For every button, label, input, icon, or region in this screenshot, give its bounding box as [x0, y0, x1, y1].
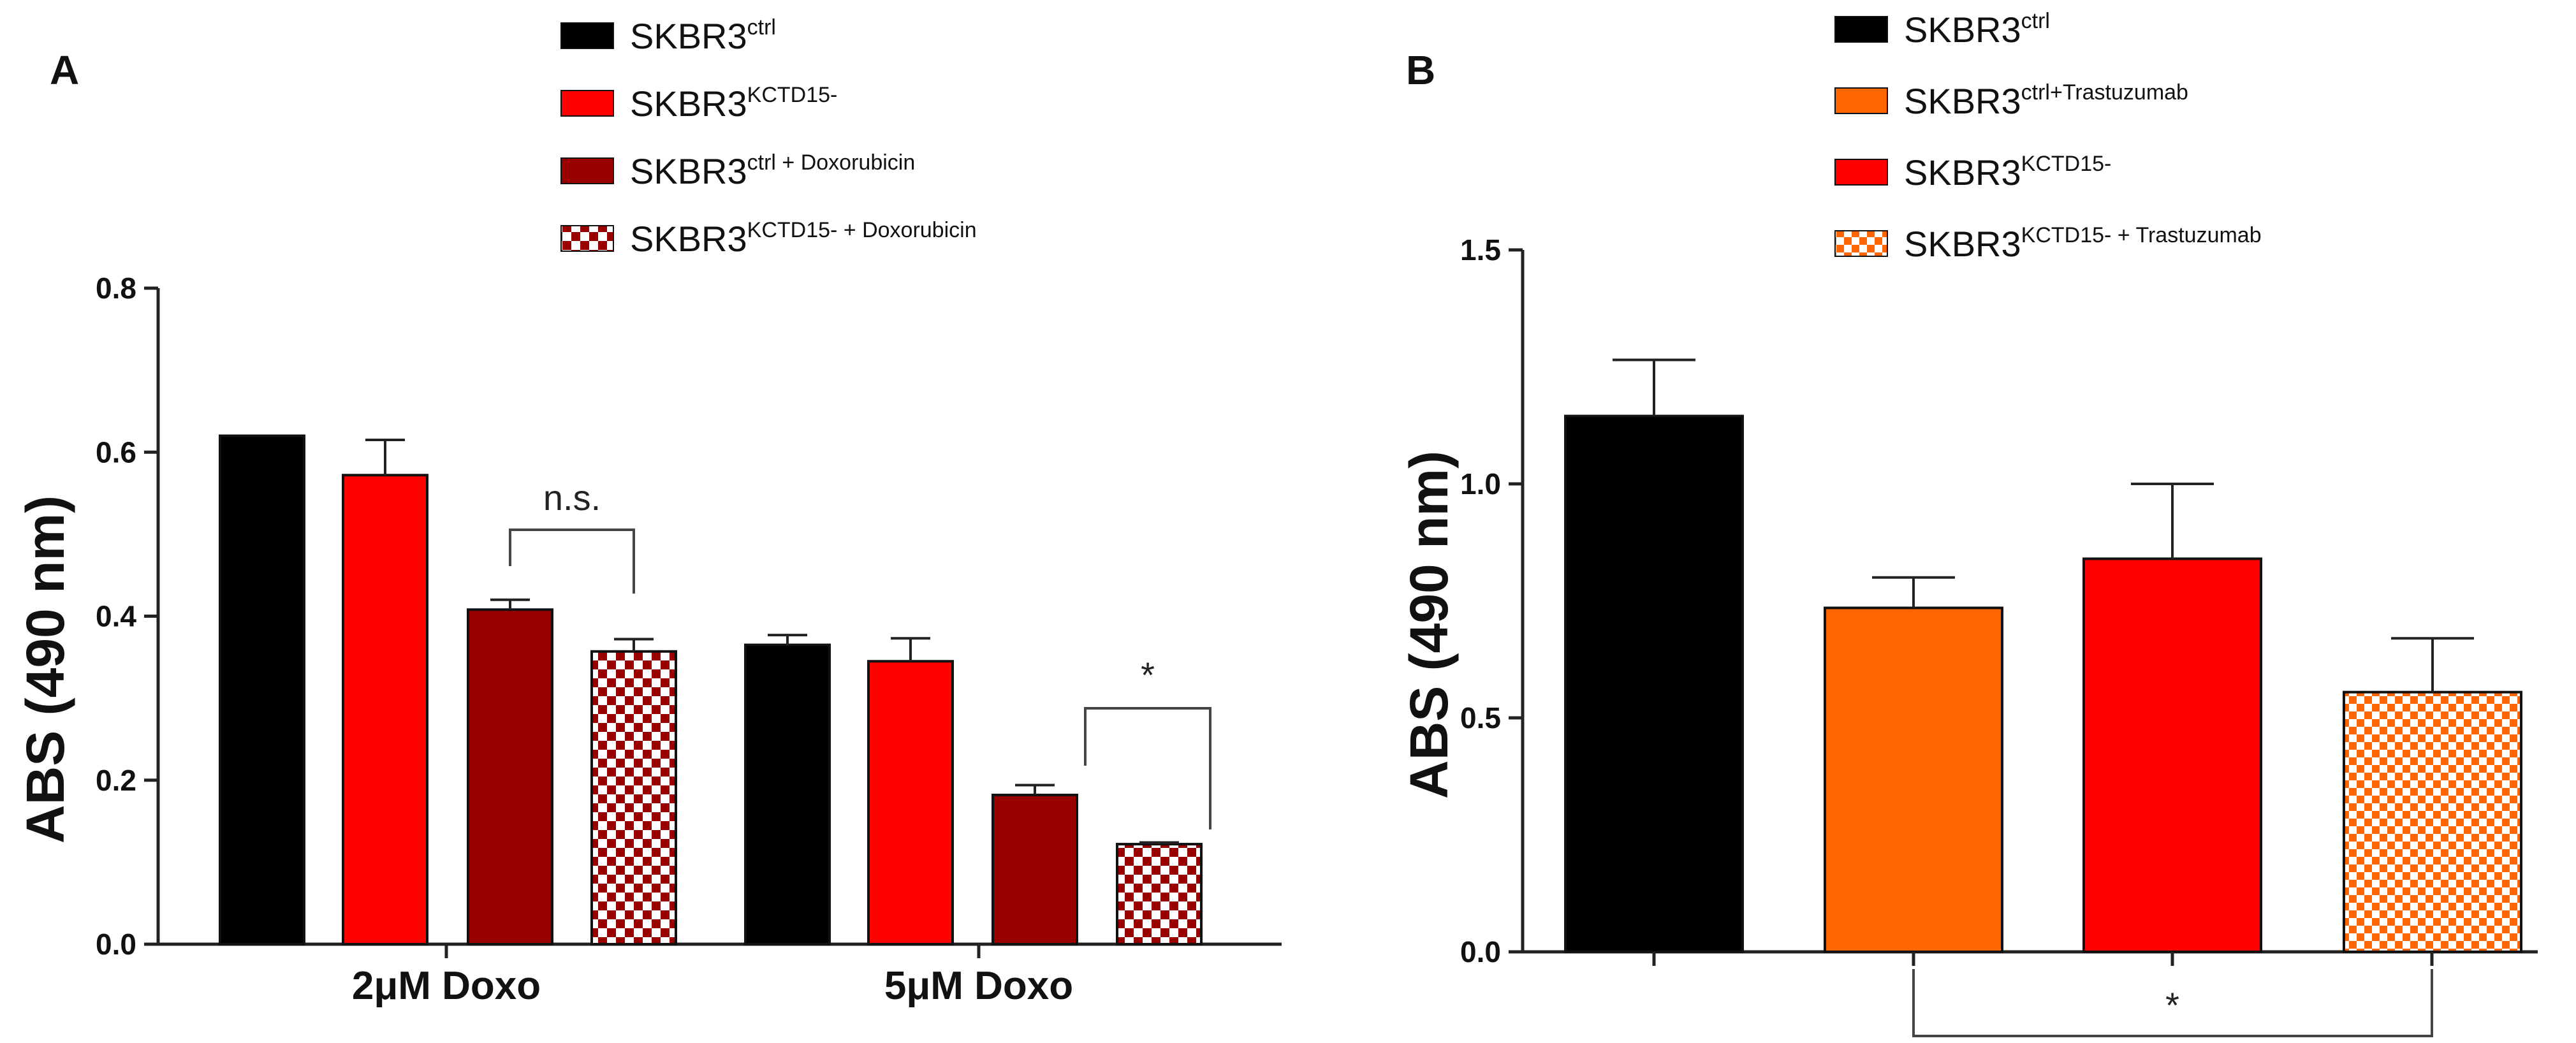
legend-entry-name: SKBR3: [630, 84, 747, 124]
panel-b-label: B: [1406, 47, 1435, 93]
legend-entry-2: SKBR3ctrl + Doxorubicin: [630, 150, 915, 191]
error-bar-0-1: [768, 634, 807, 645]
legend-entry-name: SKBR3: [1904, 10, 2021, 50]
panel-b: B SKBR3ctrlSKBR3ctrl+TrastuzumabSKBR3KCT…: [1399, 9, 2538, 1037]
legend-entry-name: SKBR3: [630, 16, 747, 56]
y-tick-label: 0.8: [96, 272, 136, 305]
panel-a-label: A: [50, 47, 79, 93]
panel-a-plot: 0.0 0.2 0.4 0.6 0.8 2μM Doxo 5μM Doxo n.s. *: [96, 272, 1282, 1008]
error-bar-2-0: [2131, 483, 2214, 559]
y-tick-label: 1.5: [1460, 233, 1501, 266]
panel-b-plot: 0.0 0.5 1.0 1.5 *: [1460, 233, 2538, 1037]
bar-3-0: [2343, 690, 2522, 953]
legend-swatch-3: [560, 225, 614, 252]
annotation-ns-label: n.s.: [543, 478, 601, 518]
legend-entry-sup: KCTD15-: [2021, 152, 2112, 176]
panel-a-y-axis-label: ABS (490 nm): [15, 495, 75, 843]
legend-entry-3: SKBR3KCTD15- + Doxorubicin: [630, 218, 977, 259]
error-bar-0-0: [1613, 358, 1695, 416]
annotation-star-a-bracket: [1084, 707, 1211, 829]
error-bar-2-0: [490, 598, 530, 610]
error-bar-3-1: [1139, 841, 1179, 845]
legend-entry-3: SKBR3KCTD15- + Trastuzumab: [1904, 223, 2262, 264]
legend-swatch-2: [560, 157, 614, 184]
bar-1-0: [342, 474, 428, 945]
legend-entry-2: SKBR3KCTD15-: [1904, 152, 2111, 193]
annotation-star-a-label: *: [1141, 655, 1155, 695]
y-tick-label: 0.5: [1460, 701, 1501, 734]
y-tick-label: 0.4: [96, 600, 136, 633]
x-category-label: 2μM Doxo: [352, 964, 541, 1008]
error-bar-1-0: [1872, 576, 1955, 608]
legend-entry-sup: ctrl+Trastuzumab: [2021, 80, 2188, 105]
panel-b-legend: SKBR3ctrlSKBR3ctrl+TrastuzumabSKBR3KCTD1…: [1834, 9, 2262, 264]
legend-entry-1: SKBR3KCTD15-: [630, 83, 837, 124]
bar-1-1: [867, 660, 954, 946]
legend-entry-sup: KCTD15-: [747, 83, 838, 107]
legend-swatch-2: [1834, 159, 1888, 186]
legend-entry-sup: ctrl: [2021, 9, 2050, 33]
legend-swatch-1: [560, 90, 614, 117]
error-bar-3-0: [2391, 637, 2474, 692]
bar-2-1: [992, 793, 1078, 945]
legend-entry-name: SKBR3: [1904, 152, 2021, 193]
error-bar-3-0: [614, 638, 654, 652]
y-tick-label: 1.0: [1460, 467, 1501, 500]
annotation-star-b-label: *: [2165, 985, 2179, 1025]
x-category-label: 5μM Doxo: [884, 964, 1073, 1008]
error-bar-1-1: [891, 637, 930, 662]
y-tick-label: 0.0: [96, 928, 136, 961]
bar-0-0: [1564, 414, 1744, 953]
legend-swatch-0: [560, 22, 614, 49]
legend-entry-0: SKBR3ctrl: [630, 15, 776, 56]
error-bar-1-0: [365, 438, 405, 476]
y-tick-label: 0.0: [1460, 935, 1501, 968]
legend-entry-sup: ctrl: [747, 15, 776, 40]
legend-swatch-1: [1834, 87, 1888, 114]
legend-entry-0: SKBR3ctrl: [1904, 9, 2050, 50]
bar-1-0: [1824, 606, 2003, 953]
bar-2-0: [467, 608, 553, 945]
legend-swatch-3: [1834, 230, 1888, 257]
bar-3-0: [590, 650, 677, 946]
legend-entry-name: SKBR3: [630, 219, 747, 259]
legend-entry-sup: KCTD15- + Doxorubicin: [747, 218, 977, 242]
error-bar-2-1: [1015, 784, 1055, 795]
annotation-ns-bracket: [509, 529, 635, 594]
annotation-star-b-bracket: [1912, 969, 2433, 1037]
y-tick-label: 0.6: [96, 435, 136, 469]
legend-entry-name: SKBR3: [1904, 81, 2021, 121]
bar-0-1: [744, 643, 831, 945]
legend-swatch-0: [1834, 16, 1888, 43]
bar-0-0: [219, 434, 305, 945]
panel-b-y-axis-label: ABS (490 nm): [1399, 451, 1459, 799]
legend-entry-sup: KCTD15- + Trastuzumab: [2021, 223, 2262, 247]
legend-entry-sup: ctrl + Doxorubicin: [747, 150, 916, 175]
legend-entry-name: SKBR3: [1904, 224, 2021, 264]
y-tick-label: 0.2: [96, 764, 136, 797]
legend-entry-name: SKBR3: [630, 151, 747, 191]
bar-2-0: [2082, 557, 2262, 953]
legend-entry-1: SKBR3ctrl+Trastuzumab: [1904, 80, 2188, 121]
bar-3-1: [1116, 843, 1203, 946]
